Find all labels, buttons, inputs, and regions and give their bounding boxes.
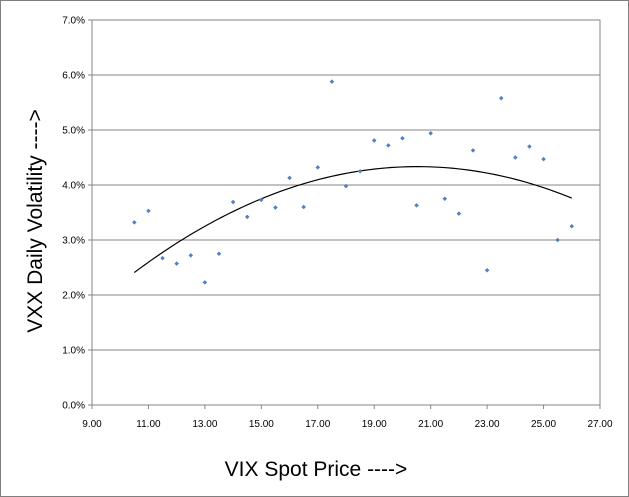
data-point — [541, 156, 546, 162]
plot-frame — [91, 19, 601, 406]
x-tick-label: 13.00 — [192, 419, 217, 430]
x-axis-title: VIX Spot Price ----> — [225, 458, 408, 481]
data-point — [442, 196, 448, 202]
x-tick-labels: 9.00 11.00 13.00 15.00 17.00 19.00 21.00 23.00 2… — [82, 419, 613, 430]
data-point — [527, 144, 532, 149]
data-point — [400, 135, 405, 141]
data-point — [569, 223, 575, 229]
data-point — [230, 199, 236, 205]
y-tick-label: 2.0% — [62, 291, 85, 302]
data-point — [174, 261, 179, 266]
x-tick-label: 9.00 — [82, 419, 102, 430]
x-tick-label: 21.00 — [418, 419, 443, 430]
data-point — [357, 168, 363, 174]
data-point — [287, 175, 292, 181]
y-tick-label: 0.0% — [62, 401, 85, 412]
data-point — [132, 220, 137, 225]
data-point — [202, 280, 208, 285]
data-point — [456, 211, 462, 216]
x-tick-label: 19.00 — [362, 419, 387, 430]
trendline — [133, 166, 573, 273]
data-point — [244, 214, 250, 220]
y-tick-label: 3.0% — [62, 236, 85, 247]
x-tick-label: 11.00 — [136, 419, 161, 430]
y-axis-title: VXX Daily Volatility ----> — [24, 109, 47, 332]
y-tick-labels: 0.0% 1.0% 2.0% 3.0% 4.0% 5.0% 6.0% 7.0% — [62, 16, 85, 412]
x-tick-label: 15.00 — [249, 419, 274, 430]
data-point — [484, 267, 490, 273]
y-tick-label: 6.0% — [62, 71, 85, 82]
gridlines — [88, 19, 601, 409]
data-point — [414, 203, 419, 208]
data-point — [188, 253, 194, 258]
data-point — [315, 165, 321, 170]
data-point — [301, 204, 306, 210]
x-tick-label: 25.00 — [531, 419, 556, 430]
data-point — [371, 138, 377, 143]
data-point — [329, 79, 335, 84]
data-point — [386, 143, 391, 148]
data-point — [513, 155, 518, 160]
y-tick-label: 1.0% — [62, 346, 85, 357]
y-tick-label: 7.0% — [62, 16, 85, 27]
data-points — [132, 79, 575, 285]
data-point — [259, 197, 264, 203]
data-point — [146, 208, 151, 214]
data-point — [273, 205, 278, 210]
x-tick-label: 17.00 — [305, 419, 330, 430]
y-tick-label: 5.0% — [62, 126, 85, 137]
data-point — [498, 95, 504, 101]
data-point — [428, 131, 433, 136]
y-tick-label: 4.0% — [62, 181, 85, 192]
x-tick-label: 27.00 — [587, 419, 612, 430]
data-point — [216, 251, 222, 257]
x-tick-label: 23.00 — [475, 419, 500, 430]
data-point — [160, 255, 165, 261]
data-point — [470, 148, 476, 153]
data-point — [555, 237, 560, 243]
